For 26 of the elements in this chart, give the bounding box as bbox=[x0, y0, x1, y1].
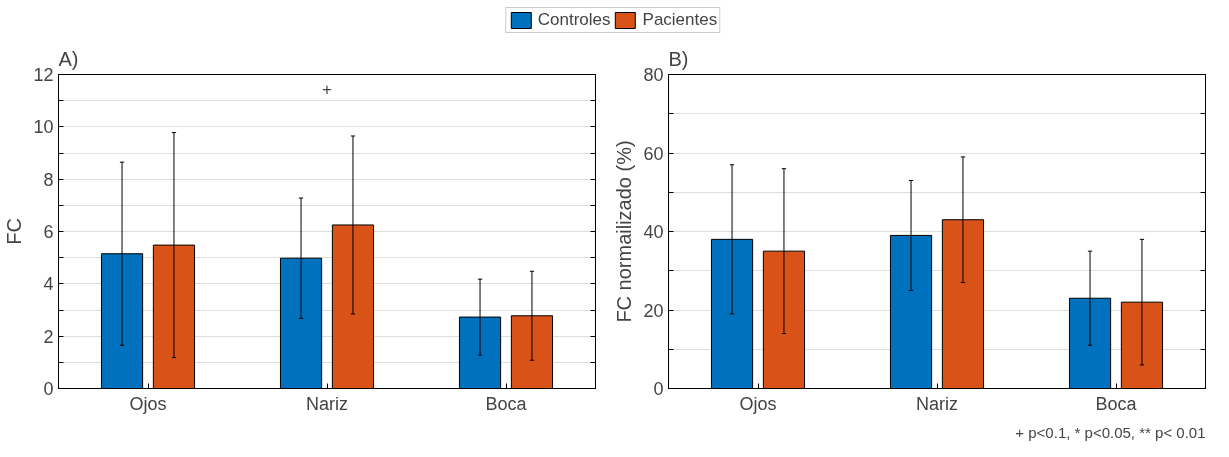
y-axis-title: FC normailizado (%) bbox=[613, 140, 636, 323]
y-tick-label: 2 bbox=[43, 326, 54, 347]
y-tick-label: 8 bbox=[43, 169, 54, 190]
x-tick-label: Ojos bbox=[129, 393, 167, 414]
text: + p<0.1, * p<0.05, ** p< 0.01 bbox=[1015, 423, 1206, 441]
y-tick-label: 10 bbox=[33, 117, 54, 138]
x-tick-label: Boca bbox=[1095, 393, 1138, 414]
y-tick-label: 12 bbox=[33, 65, 54, 85]
y-tick-label: 20 bbox=[643, 300, 664, 321]
chart-title: A) bbox=[58, 47, 79, 70]
x-tick-label: Nariz bbox=[306, 393, 349, 414]
y-axis-title: FC bbox=[3, 218, 26, 245]
y-tick-label: 0 bbox=[43, 379, 54, 399]
y-tick-label: 0 bbox=[653, 379, 664, 399]
x-tick-label: Boca bbox=[485, 393, 528, 414]
y-tick-label: 4 bbox=[43, 274, 54, 295]
x-tick-label: Nariz bbox=[916, 393, 959, 414]
annotation: + bbox=[322, 79, 333, 99]
legend-label: Pacientes bbox=[642, 10, 718, 30]
y-tick-label: 60 bbox=[643, 143, 664, 164]
y-tick-label: 80 bbox=[643, 65, 664, 85]
chart-title: B) bbox=[668, 47, 689, 70]
x-tick-label: Ojos bbox=[739, 393, 777, 414]
y-tick-label: 6 bbox=[43, 222, 54, 242]
legend-label: Controles bbox=[537, 10, 611, 30]
y-tick-label: 40 bbox=[643, 222, 664, 242]
